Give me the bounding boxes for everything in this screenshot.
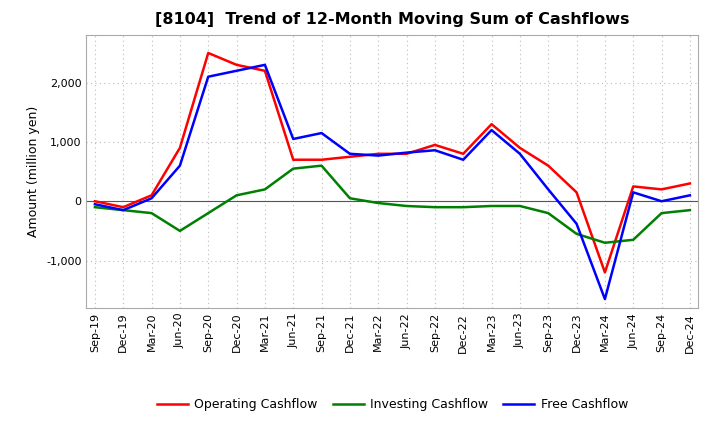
- Investing Cashflow: [600, 240, 609, 246]
- Free Cashflow: [657, 198, 666, 204]
- Investing Cashflow: [685, 208, 694, 213]
- Operating Cashflow: [176, 145, 184, 150]
- Operating Cashflow: [204, 50, 212, 55]
- Investing Cashflow: [572, 231, 581, 237]
- Y-axis label: Amount (million yen): Amount (million yen): [27, 106, 40, 237]
- Investing Cashflow: [91, 205, 99, 210]
- Investing Cashflow: [657, 210, 666, 216]
- Operating Cashflow: [289, 157, 297, 162]
- Operating Cashflow: [487, 121, 496, 127]
- Investing Cashflow: [261, 187, 269, 192]
- Operating Cashflow: [516, 145, 524, 150]
- Line: Investing Cashflow: Investing Cashflow: [95, 166, 690, 243]
- Investing Cashflow: [516, 203, 524, 209]
- Investing Cashflow: [318, 163, 326, 169]
- Free Cashflow: [346, 151, 354, 157]
- Investing Cashflow: [431, 205, 439, 210]
- Free Cashflow: [629, 190, 637, 195]
- Free Cashflow: [402, 150, 411, 155]
- Investing Cashflow: [148, 210, 156, 216]
- Operating Cashflow: [657, 187, 666, 192]
- Operating Cashflow: [572, 190, 581, 195]
- Operating Cashflow: [233, 62, 241, 67]
- Operating Cashflow: [629, 184, 637, 189]
- Operating Cashflow: [600, 270, 609, 275]
- Operating Cashflow: [685, 181, 694, 186]
- Free Cashflow: [119, 208, 127, 213]
- Operating Cashflow: [431, 142, 439, 147]
- Operating Cashflow: [346, 154, 354, 159]
- Operating Cashflow: [119, 205, 127, 210]
- Investing Cashflow: [346, 196, 354, 201]
- Free Cashflow: [91, 202, 99, 207]
- Operating Cashflow: [91, 198, 99, 204]
- Free Cashflow: [544, 187, 552, 192]
- Free Cashflow: [204, 74, 212, 79]
- Operating Cashflow: [544, 163, 552, 169]
- Investing Cashflow: [176, 228, 184, 234]
- Operating Cashflow: [402, 151, 411, 157]
- Title: [8104]  Trend of 12-Month Moving Sum of Cashflows: [8104] Trend of 12-Month Moving Sum of C…: [155, 12, 630, 27]
- Investing Cashflow: [487, 203, 496, 209]
- Free Cashflow: [459, 157, 467, 162]
- Free Cashflow: [685, 193, 694, 198]
- Free Cashflow: [233, 68, 241, 73]
- Free Cashflow: [516, 151, 524, 157]
- Investing Cashflow: [459, 205, 467, 210]
- Free Cashflow: [431, 147, 439, 153]
- Operating Cashflow: [318, 157, 326, 162]
- Operating Cashflow: [459, 151, 467, 157]
- Line: Free Cashflow: Free Cashflow: [95, 65, 690, 299]
- Investing Cashflow: [204, 210, 212, 216]
- Investing Cashflow: [289, 166, 297, 171]
- Investing Cashflow: [374, 200, 382, 205]
- Free Cashflow: [148, 196, 156, 201]
- Investing Cashflow: [544, 210, 552, 216]
- Investing Cashflow: [233, 193, 241, 198]
- Legend: Operating Cashflow, Investing Cashflow, Free Cashflow: Operating Cashflow, Investing Cashflow, …: [152, 393, 633, 416]
- Line: Operating Cashflow: Operating Cashflow: [95, 53, 690, 272]
- Free Cashflow: [600, 297, 609, 302]
- Investing Cashflow: [402, 203, 411, 209]
- Investing Cashflow: [119, 208, 127, 213]
- Free Cashflow: [374, 153, 382, 158]
- Free Cashflow: [318, 130, 326, 136]
- Investing Cashflow: [629, 237, 637, 242]
- Free Cashflow: [261, 62, 269, 67]
- Free Cashflow: [176, 163, 184, 169]
- Operating Cashflow: [148, 193, 156, 198]
- Free Cashflow: [487, 128, 496, 133]
- Free Cashflow: [572, 221, 581, 227]
- Operating Cashflow: [374, 151, 382, 157]
- Free Cashflow: [289, 136, 297, 142]
- Operating Cashflow: [261, 68, 269, 73]
